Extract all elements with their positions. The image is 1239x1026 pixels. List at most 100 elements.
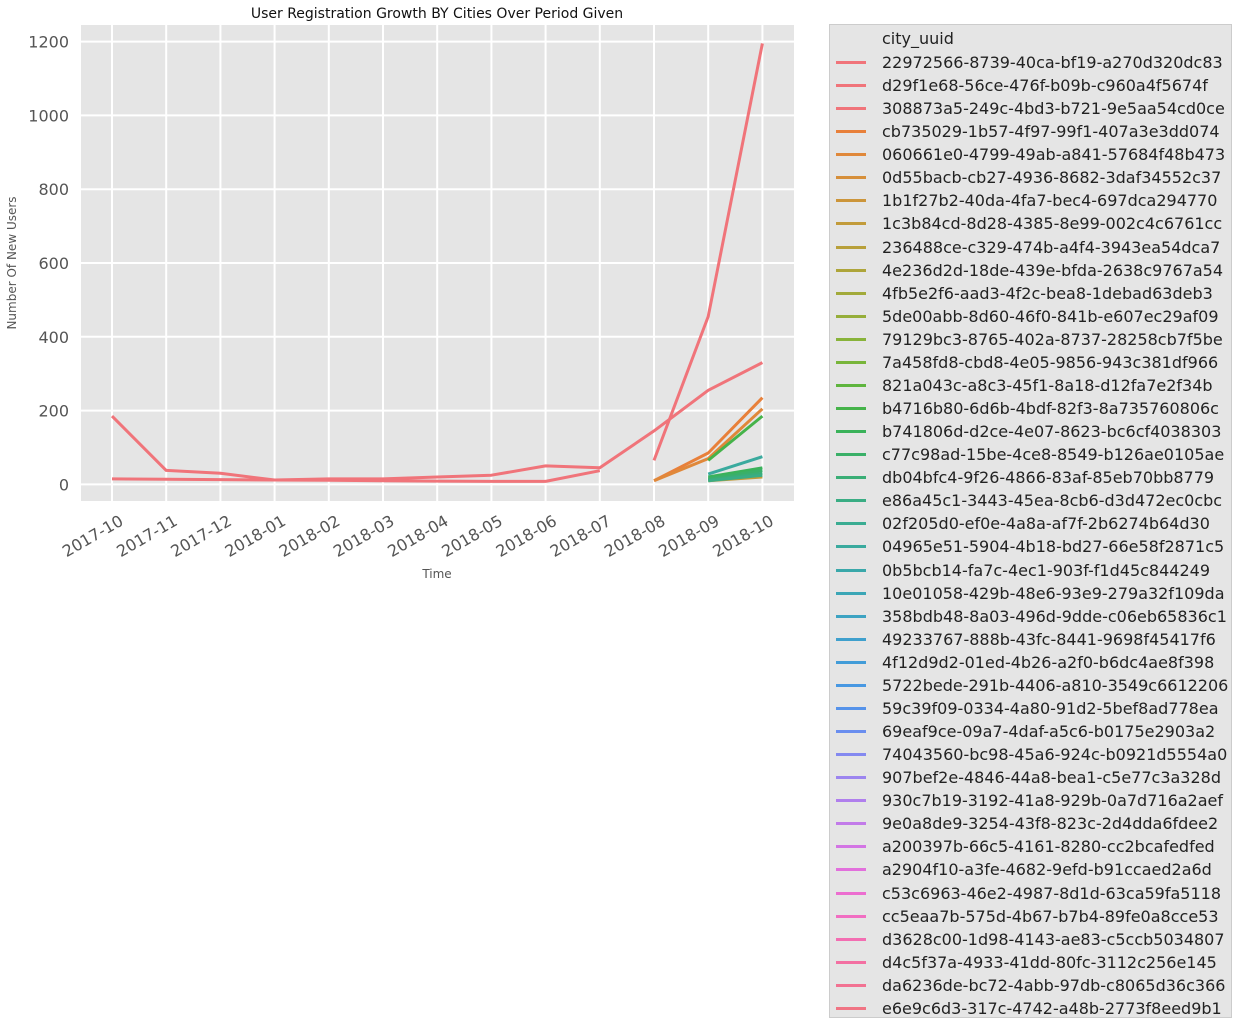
legend-swatch (836, 268, 866, 272)
y-tick-label: 1000 (28, 106, 69, 125)
legend-label: 821a043c-a8c3-45f1-8a18-d12fa7e2f34b (882, 375, 1213, 395)
legend-swatch (836, 1006, 866, 1010)
x-tick-label: 2018-08 (601, 511, 668, 561)
legend-swatch (836, 799, 866, 803)
y-tick-label: 200 (38, 402, 69, 421)
legend-label: d29f1e68-56ce-476f-b09b-c960a4f5674f (882, 76, 1208, 96)
legend-item: 4f12d9d2-01ed-4b26-a2f0-b6dc4ae8f398 (836, 651, 1214, 674)
x-tick-label: 2018-10 (709, 511, 776, 561)
legend-swatch (836, 430, 866, 434)
legend-label: 4f12d9d2-01ed-4b26-a2f0-b6dc4ae8f398 (882, 652, 1215, 672)
legend-label: cb735029-1b57-4f97-99f1-407a3e3dd074 (882, 122, 1220, 142)
legend-item: 0b5bcb14-fa7c-4ec1-903f-f1d45c844249 (836, 559, 1210, 582)
x-tick-label: 2018-09 (655, 511, 722, 561)
legend-label: a200397b-66c5-4161-8280-cc2bcafedfed (882, 837, 1215, 857)
legend-title: city_uuid (882, 29, 954, 48)
legend-item: 930c7b19-3192-41a8-929b-0a7d716a2aef (836, 789, 1223, 812)
legend-item: a2904f10-a3fe-4682-9efd-b91ccaed2a6d (836, 858, 1212, 881)
legend-swatch (836, 776, 866, 780)
legend-label: 4fb5e2f6-aad3-4f2c-bea8-1debad63deb3 (882, 283, 1213, 303)
legend-item: 49233767-888b-43fc-8441-9698f45417f6 (836, 628, 1216, 651)
legend-label: cc5eaa7b-575d-4b67-b7b4-89fe0a8cce53 (882, 906, 1219, 926)
x-tick-label: 2018-05 (438, 511, 505, 561)
legend-swatch (836, 291, 866, 295)
legend-label: 5de00abb-8d60-46f0-841b-e607ec29af09 (882, 306, 1219, 326)
series-line (111, 469, 601, 483)
legend-swatch (836, 383, 866, 387)
legend-item: e6e9c6d3-317c-4742-a48b-2773f8eed9b1 (836, 997, 1222, 1020)
legend-item: e86a45c1-3443-45ea-8cb6-d3d472ec0cbc (836, 489, 1222, 512)
legend-label: b4716b80-6d6b-4bdf-82f3-8a735760806c (882, 399, 1219, 419)
legend-label: e86a45c1-3443-45ea-8cb6-d3d472ec0cbc (882, 491, 1223, 511)
legend-item: 5de00abb-8d60-46f0-841b-e607ec29af09 (836, 305, 1219, 328)
legend-swatch (836, 107, 866, 111)
x-tick-label: 2018-01 (222, 511, 289, 561)
legend-swatch (836, 660, 866, 664)
legend-label: 10e01058-429b-48e6-93e9-279a32f109da (882, 583, 1225, 603)
legend-swatch (836, 222, 866, 226)
legend-item: db04bfc4-9f26-4866-83af-85eb70bb8779 (836, 466, 1214, 489)
legend-label: 59c39f09-0334-4a80-91d2-5bef8ad778ea (882, 698, 1219, 718)
legend-label: 7a458fd8-cbd8-4e05-9856-943c381df966 (882, 352, 1219, 372)
legend-label: 79129bc3-8765-402a-8737-28258cb7f5be (882, 329, 1223, 349)
y-tick-label: 600 (38, 254, 69, 273)
legend-swatch (836, 61, 866, 64)
legend-item: 907bef2e-4846-44a8-bea1-c5e77c3a328d (836, 766, 1221, 789)
legend-item: c77c98ad-15be-4ce8-8549-b126ae0105ae (836, 443, 1224, 466)
legend: city_uuid 22972566-8739-40ca-bf19-a270d3… (829, 24, 1232, 1018)
legend-swatch (836, 407, 866, 411)
legend-item: 04965e51-5904-4b18-bd27-66e58f2871c5 (836, 535, 1224, 558)
legend-label: 4e236d2d-18de-439e-bfda-2638c9767a54 (882, 260, 1224, 280)
legend-label: 0d55bacb-cb27-4936-8682-3daf34552c37 (882, 168, 1222, 188)
y-tick-label: 400 (38, 328, 69, 347)
legend-label: d3628c00-1d98-4143-ae83-c5ccb5034807 (882, 929, 1225, 949)
legend-item: da6236de-bc72-4abb-97db-c8065d36c366 (836, 974, 1225, 997)
legend-item: 236488ce-c329-474b-a4f4-3943ea54dca7 (836, 236, 1220, 259)
y-tick-label: 0 (59, 475, 69, 494)
legend-label: 69eaf9ce-09a7-4daf-a5c6-b0175e2903a2 (882, 722, 1216, 742)
legend-swatch (836, 591, 866, 595)
legend-swatch (836, 153, 866, 157)
x-tick-label: 2017-11 (113, 511, 180, 561)
legend-swatch (836, 960, 866, 964)
series-line (110, 361, 764, 482)
legend-label: 0b5bcb14-fa7c-4ec1-903f-f1d45c844249 (882, 560, 1210, 580)
legend-item: c53c6963-46e2-4987-8d1d-63ca59fa5118 (836, 882, 1221, 905)
x-axis-ticks: 2017-102017-112017-122018-012018-022018-… (59, 511, 777, 561)
legend-swatch (836, 937, 866, 941)
legend-label: 907bef2e-4846-44a8-bea1-c5e77c3a328d (882, 768, 1221, 788)
legend-item: 59c39f09-0334-4a80-91d2-5bef8ad778ea (836, 697, 1219, 720)
legend-item: 4e236d2d-18de-439e-bfda-2638c9767a54 (836, 259, 1223, 282)
legend-label: c53c6963-46e2-4987-8d1d-63ca59fa5118 (882, 883, 1222, 903)
legend-item: 02f205d0-ef0e-4a8a-af7f-2b6274b64d30 (836, 512, 1210, 535)
legend-label: b741806d-d2ce-4e07-8623-bc6cf4038303 (882, 422, 1222, 442)
y-axis-ticks: 0 200 400 600 800 1000 1200 (28, 33, 69, 495)
legend-label: 04965e51-5904-4b18-bd27-66e58f2871c5 (882, 537, 1225, 557)
legend-swatch (836, 822, 866, 826)
legend-swatch (836, 891, 866, 895)
legend-label: 1c3b84cd-8d28-4385-8e99-002c4c6761cc (882, 214, 1223, 234)
legend-item: 308873a5-249c-4bd3-b721-9e5aa54cd0ce (836, 97, 1225, 120)
series-lines (110, 43, 764, 483)
x-tick-label: 2017-12 (167, 511, 234, 561)
legend-swatch (836, 545, 866, 549)
legend-item: a200397b-66c5-4161-8280-cc2bcafedfed (836, 835, 1215, 858)
legend-item: 69eaf9ce-09a7-4daf-a5c6-b0175e2903a2 (836, 720, 1215, 743)
legend-item: 1c3b84cd-8d28-4385-8e99-002c4c6761cc (836, 212, 1222, 235)
legend-swatch (836, 499, 866, 503)
legend-item: 1b1f27b2-40da-4fa7-bec4-697dca294770 (836, 189, 1217, 212)
legend-label: e6e9c6d3-317c-4742-a48b-2773f8eed9b1 (882, 998, 1222, 1018)
legend-item: d29f1e68-56ce-476f-b09b-c960a4f5674f (836, 74, 1208, 97)
chart-title: User Registration Growth BY Cities Over … (251, 6, 623, 22)
legend-label: 060661e0-4799-49ab-a841-57684f48b473 (882, 145, 1226, 165)
legend-item: 79129bc3-8765-402a-8737-28258cb7f5be (836, 328, 1223, 351)
legend-item: 7a458fd8-cbd8-4e05-9856-943c381df966 (836, 351, 1218, 374)
line-chart: 0 200 400 600 800 1000 1200 2017-102017-112017… (5, 6, 794, 581)
legend-swatch (836, 983, 866, 987)
legend-swatch (836, 753, 866, 757)
legend-label: db04bfc4-9f26-4866-83af-85eb70bb8779 (882, 468, 1215, 488)
series-line (707, 455, 763, 476)
legend-swatch (836, 845, 866, 849)
legend-label: da6236de-bc72-4abb-97db-c8065d36c366 (882, 975, 1226, 995)
legend-item: cb735029-1b57-4f97-99f1-407a3e3dd074 (836, 120, 1220, 143)
